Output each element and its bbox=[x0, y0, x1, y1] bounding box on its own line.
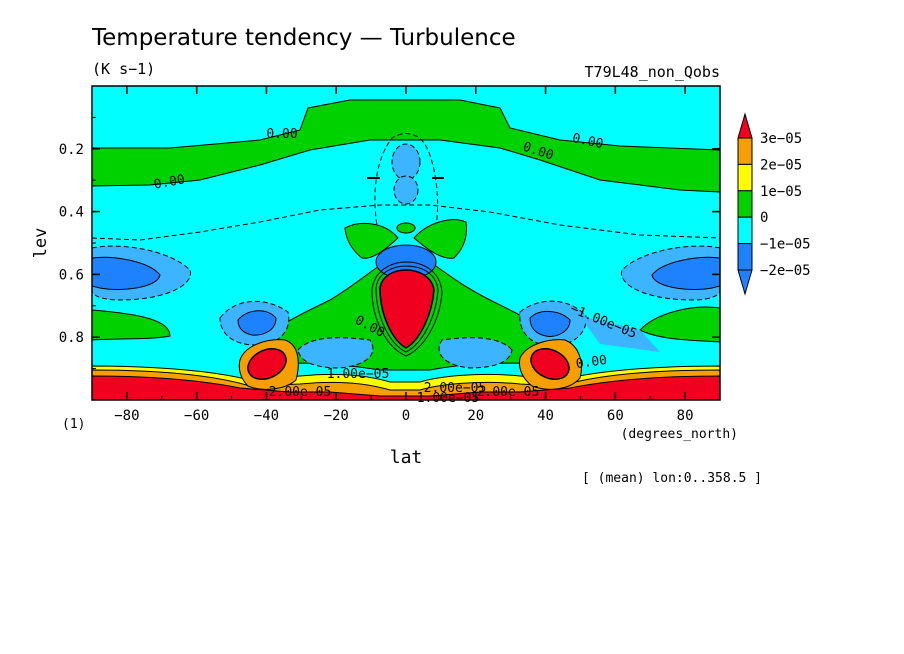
colorbar-label: 1e−05 bbox=[760, 184, 802, 200]
x-units-label: (degrees_north) bbox=[621, 427, 738, 442]
x-tick-label: 60 bbox=[607, 408, 624, 424]
y-units-label: (1) bbox=[62, 417, 85, 432]
colorbar-top-arrow bbox=[737, 112, 753, 139]
field-neg-blob-right-core bbox=[651, 256, 720, 290]
colorbar: 3e−05 2e−05 1e−05 0 −1e−05 −2e−05 bbox=[737, 112, 811, 296]
colorbar-label: 3e−05 bbox=[760, 131, 802, 147]
colorbar-label: 0 bbox=[760, 210, 768, 226]
x-axis-title: lat bbox=[390, 447, 423, 468]
field-equator-small-green bbox=[396, 222, 416, 234]
colorbar-label: −2e−05 bbox=[760, 263, 811, 279]
contour-label: 2.00e−05 bbox=[269, 385, 332, 400]
experiment-label: T79L48_non_Qobs bbox=[585, 63, 720, 81]
colorbar-swatch bbox=[737, 190, 753, 218]
field-equator-red-core bbox=[379, 269, 435, 349]
y-tick-label: 0.6 bbox=[59, 267, 84, 283]
x-tick-label: −40 bbox=[254, 408, 279, 424]
y-tick-label: 0.2 bbox=[59, 142, 84, 158]
contour-equator-column bbox=[374, 133, 439, 246]
colorbar-label: −1e−05 bbox=[760, 237, 811, 253]
contour-label: 0.00 bbox=[266, 127, 297, 142]
contour-label: 1.00e−05 bbox=[327, 367, 390, 382]
y-axis: 0.2 0.4 0.6 0.8 bbox=[59, 116, 720, 401]
chart-title: Temperature tendency — Turbulence bbox=[91, 25, 516, 51]
units-label: (K s−1) bbox=[92, 60, 155, 78]
field-mid-green-region bbox=[92, 309, 171, 341]
x-tick-label: 80 bbox=[677, 408, 694, 424]
colorbar-bottom-arrow bbox=[737, 269, 753, 296]
x-tick-label: 20 bbox=[467, 408, 484, 424]
field-neg-blob-left-core bbox=[92, 256, 161, 290]
field-equator-upper-blob bbox=[391, 143, 421, 181]
field-neg-patch-right-40-core bbox=[529, 311, 571, 337]
field-equator-wing-left bbox=[344, 222, 399, 259]
colorbar-swatch bbox=[737, 243, 753, 271]
contour-label: 2.00e−05 bbox=[424, 381, 487, 396]
field-neg-streak-right bbox=[580, 316, 660, 352]
field-equator-wing-right bbox=[413, 219, 467, 259]
footnote-label: [ (mean) lon:0..358.5 ] bbox=[582, 471, 762, 486]
contour-equator-red-rings bbox=[371, 261, 443, 357]
x-tick-label: 40 bbox=[537, 408, 554, 424]
field-upper-green-band bbox=[92, 99, 720, 193]
x-tick-label: −80 bbox=[114, 408, 139, 424]
x-tick-label: −20 bbox=[324, 408, 349, 424]
y-tick-label: 0.8 bbox=[59, 330, 84, 346]
contour-label: 0.00 bbox=[153, 172, 186, 192]
contour-label: 0.00 bbox=[571, 131, 605, 152]
contour-label: 1.00e−05 bbox=[417, 391, 480, 406]
contour-label: 0.00 bbox=[575, 353, 608, 372]
x-tick-label: −60 bbox=[184, 408, 209, 424]
field-red-blob-left bbox=[247, 348, 287, 380]
field-bottom-red bbox=[92, 375, 720, 400]
x-axis: −80 −60 −40 −20 0 20 40 60 80 bbox=[91, 86, 721, 424]
contour-plot bbox=[92, 86, 720, 400]
contour-upper-dashed bbox=[92, 204, 720, 241]
colorbar-label: 2e−05 bbox=[760, 157, 802, 173]
x-tick-label: 0 bbox=[402, 408, 410, 424]
field-red-blob-right bbox=[530, 348, 570, 380]
field-equator-lower-blob bbox=[393, 175, 419, 205]
y-tick-label: 0.4 bbox=[59, 205, 84, 221]
contour-label: 2.00e−05 bbox=[477, 385, 540, 400]
field-neg-patch-left-40-core bbox=[237, 310, 277, 336]
colorbar-swatch bbox=[737, 163, 753, 192]
field-neg-lower-left bbox=[297, 337, 374, 369]
field-neg-lower-right bbox=[438, 337, 513, 369]
field-mid-green-right bbox=[639, 306, 720, 343]
colorbar-swatch bbox=[737, 216, 753, 245]
colorbar-swatch bbox=[737, 137, 753, 165]
y-axis-title: lev bbox=[31, 228, 51, 259]
